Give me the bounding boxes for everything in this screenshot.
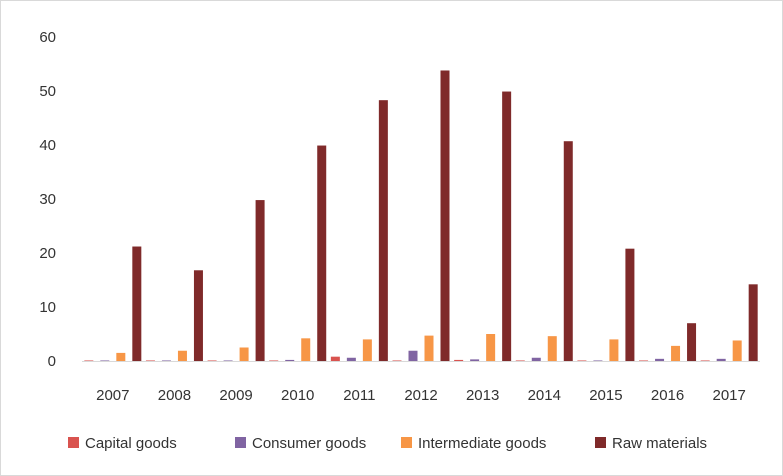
legend-label: Consumer goods [252, 435, 366, 452]
bar-consumer-goods-2010 [285, 359, 295, 361]
y-tick-label: 60 [39, 29, 56, 46]
y-tick-label: 30 [39, 191, 56, 208]
bar-raw-materials-2008 [193, 270, 203, 361]
legend-item: Consumer goods [235, 435, 366, 452]
x-tick-label: 2013 [466, 387, 499, 404]
bar-capital-goods-2010 [269, 360, 279, 361]
x-tick-label: 2007 [96, 387, 129, 404]
bar-capital-goods-2014 [515, 360, 525, 361]
bar-raw-materials-2013 [502, 91, 512, 361]
bar-consumer-goods-2014 [531, 357, 541, 361]
bar-consumer-goods-2015 [593, 360, 603, 361]
bar-consumer-goods-2009 [223, 360, 233, 361]
bar-consumer-goods-2016 [655, 358, 665, 361]
x-tick-label: 2017 [712, 387, 745, 404]
bar-raw-materials-2010 [317, 145, 327, 361]
legend-label: Intermediate goods [418, 435, 546, 452]
bar-intermediate-goods-2007 [116, 352, 126, 361]
x-tick-label: 2010 [281, 387, 314, 404]
bar-raw-materials-2012 [440, 70, 450, 361]
bar-intermediate-goods-2014 [547, 336, 557, 361]
y-tick-label: 40 [39, 137, 56, 154]
legend-item: Capital goods [68, 435, 177, 452]
bar-intermediate-goods-2010 [301, 338, 311, 361]
bar-intermediate-goods-2013 [486, 334, 496, 361]
bar-intermediate-goods-2009 [239, 347, 249, 361]
bar-raw-materials-2015 [625, 248, 635, 361]
bar-consumer-goods-2011 [346, 357, 356, 361]
x-tick-label: 2012 [404, 387, 437, 404]
bar-intermediate-goods-2011 [362, 339, 372, 361]
bar-capital-goods-2011 [330, 356, 340, 361]
x-axis: 2007 2008 2009 2010 2011 2012 2013 2014 2015 2016… [96, 387, 746, 404]
bar-intermediate-goods-2016 [671, 345, 681, 361]
bar-consumer-goods-2013 [470, 359, 480, 361]
legend-swatch [235, 437, 246, 448]
bar-raw-materials-2014 [563, 141, 573, 361]
bar-capital-goods-2013 [454, 359, 464, 361]
legend-label: Capital goods [85, 435, 177, 452]
bars [84, 70, 758, 362]
bar-consumer-goods-2012 [408, 350, 418, 361]
bar-raw-materials-2007 [132, 246, 142, 361]
legend-item: Intermediate goods [401, 435, 546, 452]
y-axis: 0 10 20 30 40 50 60 [39, 29, 56, 370]
x-tick-label: 2014 [528, 387, 561, 404]
y-tick-label: 20 [39, 245, 56, 262]
bar-capital-goods-2017 [700, 360, 710, 361]
x-tick-label: 2009 [219, 387, 252, 404]
y-tick-label: 0 [48, 353, 56, 370]
bar-intermediate-goods-2017 [732, 340, 742, 361]
y-tick-label: 50 [39, 83, 56, 100]
bar-capital-goods-2012 [392, 360, 402, 361]
legend-label: Raw materials [612, 435, 707, 452]
bar-capital-goods-2009 [207, 360, 217, 361]
bar-raw-materials-2009 [255, 200, 265, 361]
bar-raw-materials-2011 [378, 100, 388, 362]
bar-raw-materials-2017 [748, 284, 758, 361]
bar-capital-goods-2007 [84, 360, 94, 361]
bar-intermediate-goods-2008 [177, 350, 187, 361]
bar-intermediate-goods-2012 [424, 335, 434, 361]
x-tick-label: 2016 [651, 387, 684, 404]
legend-swatch [401, 437, 412, 448]
legend-item: Raw materials [595, 435, 707, 452]
y-tick-label: 10 [39, 299, 56, 316]
bar-capital-goods-2016 [639, 360, 649, 361]
legend: Capital goods Consumer goods Intermediate … [68, 435, 707, 452]
x-tick-label: 2015 [589, 387, 622, 404]
bar-consumer-goods-2007 [100, 360, 110, 361]
bar-consumer-goods-2017 [716, 358, 726, 361]
legend-swatch [68, 437, 79, 448]
bar-intermediate-goods-2015 [609, 339, 619, 361]
legend-swatch [595, 437, 606, 448]
x-tick-label: 2011 [343, 387, 375, 404]
x-tick-label: 2008 [158, 387, 191, 404]
bar-raw-materials-2016 [687, 323, 697, 361]
bar-consumer-goods-2008 [161, 360, 171, 361]
bar-capital-goods-2008 [145, 360, 155, 361]
bar-capital-goods-2015 [577, 360, 587, 361]
